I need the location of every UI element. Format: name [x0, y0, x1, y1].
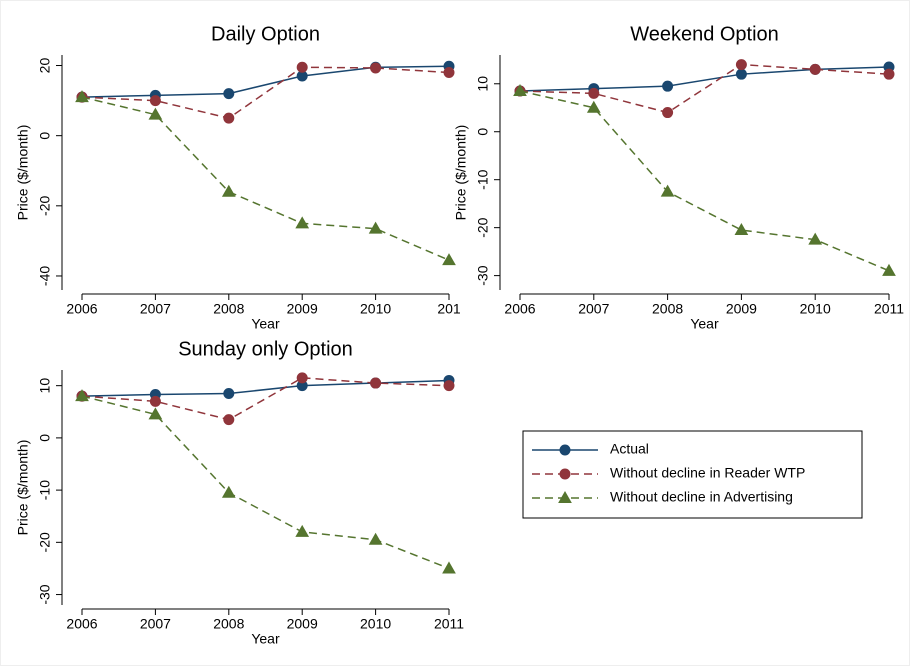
marker — [662, 107, 674, 119]
x-tick-label: 2009 — [287, 616, 318, 632]
x-tick-label: 2008 — [213, 616, 244, 632]
marker — [809, 63, 821, 75]
marker — [221, 485, 236, 498]
x-tick-label: 2006 — [66, 616, 97, 632]
series-line — [81, 65, 450, 98]
marker — [295, 216, 310, 229]
x-tick-label: 2008 — [652, 301, 683, 317]
marker — [808, 232, 823, 245]
marker — [296, 372, 308, 384]
marker — [586, 100, 601, 113]
marker — [296, 61, 308, 73]
y-tick-label: -30 — [37, 584, 53, 604]
marker — [883, 68, 895, 80]
x-axis-label: Year — [251, 631, 280, 647]
x-tick-label: 2011 — [434, 616, 464, 632]
marker — [370, 377, 382, 389]
marker — [559, 468, 571, 480]
y-tick-label: 0 — [37, 132, 53, 140]
marker — [148, 107, 163, 120]
y-tick-label: 0 — [475, 128, 491, 136]
marker — [442, 253, 456, 266]
legend-label: Without decline in Reader WTP — [610, 465, 805, 481]
marker — [735, 68, 747, 80]
marker — [295, 524, 310, 537]
x-tick-label: 2010 — [360, 301, 391, 317]
marker — [75, 389, 89, 402]
x-tick-label: 2006 — [66, 301, 97, 317]
x-tick-label: 2009 — [287, 301, 318, 317]
marker — [442, 561, 456, 574]
marker — [443, 67, 455, 79]
chart-title: Daily Option — [211, 23, 320, 45]
marker — [558, 490, 572, 503]
marker — [734, 223, 749, 236]
chart-title: Sunday only Option — [178, 338, 353, 360]
y-tick-label: -20 — [475, 217, 491, 237]
marker — [221, 184, 236, 197]
y-axis-label: Price ($/month) — [15, 125, 31, 221]
marker — [735, 59, 747, 71]
marker — [223, 88, 235, 100]
y-tick-label: -10 — [475, 169, 491, 189]
marker — [559, 444, 571, 456]
marker — [588, 87, 600, 99]
marker — [882, 263, 896, 276]
y-axis-label: Price ($/month) — [15, 440, 31, 536]
series-line — [81, 379, 450, 397]
y-tick-label: -10 — [37, 480, 53, 500]
marker — [149, 95, 161, 107]
x-tick-label: 2007 — [140, 301, 171, 317]
y-tick-label: -40 — [37, 266, 53, 286]
chart-title: Weekend Option — [630, 23, 779, 45]
y-tick-label: 10 — [475, 76, 491, 92]
y-tick-label: -20 — [37, 532, 53, 552]
legend-label: Without decline in Advertising — [610, 489, 793, 505]
marker — [662, 80, 674, 92]
x-tick-label: 2007 — [140, 616, 171, 632]
marker — [368, 532, 383, 545]
x-tick-label: 2006 — [504, 301, 535, 317]
x-axis-label: Year — [690, 316, 719, 332]
marker — [660, 184, 675, 197]
series-line — [81, 96, 450, 261]
x-tick-label: 2010 — [800, 301, 831, 317]
x-tick-label: 2011 — [874, 301, 904, 317]
series-line — [519, 90, 890, 272]
marker — [368, 221, 383, 234]
marker — [223, 112, 235, 124]
y-tick-label: -30 — [475, 265, 491, 285]
x-tick-label: 2009 — [726, 301, 757, 317]
marker — [223, 388, 235, 399]
legend-box — [522, 430, 863, 519]
x-tick-label: 201 — [437, 301, 461, 317]
y-tick-label: -20 — [37, 195, 53, 215]
legend-label: Actual — [610, 441, 649, 457]
x-tick-label: 2007 — [578, 301, 609, 317]
series-line — [81, 377, 450, 421]
marker — [370, 62, 382, 74]
series-line — [81, 395, 450, 570]
y-tick-label: 10 — [37, 378, 53, 394]
marker — [513, 83, 527, 96]
y-tick-label: 20 — [37, 58, 53, 74]
marker — [148, 407, 163, 420]
x-tick-label: 2008 — [213, 301, 244, 317]
y-tick-label: 0 — [37, 434, 53, 442]
marker — [149, 395, 161, 407]
x-tick-label: 2010 — [360, 616, 391, 632]
series-line — [519, 66, 890, 92]
marker — [223, 414, 235, 426]
y-axis-label: Price ($/month) — [453, 125, 469, 221]
marker — [75, 90, 89, 103]
x-axis-label: Year — [251, 316, 280, 332]
marker — [443, 380, 455, 392]
